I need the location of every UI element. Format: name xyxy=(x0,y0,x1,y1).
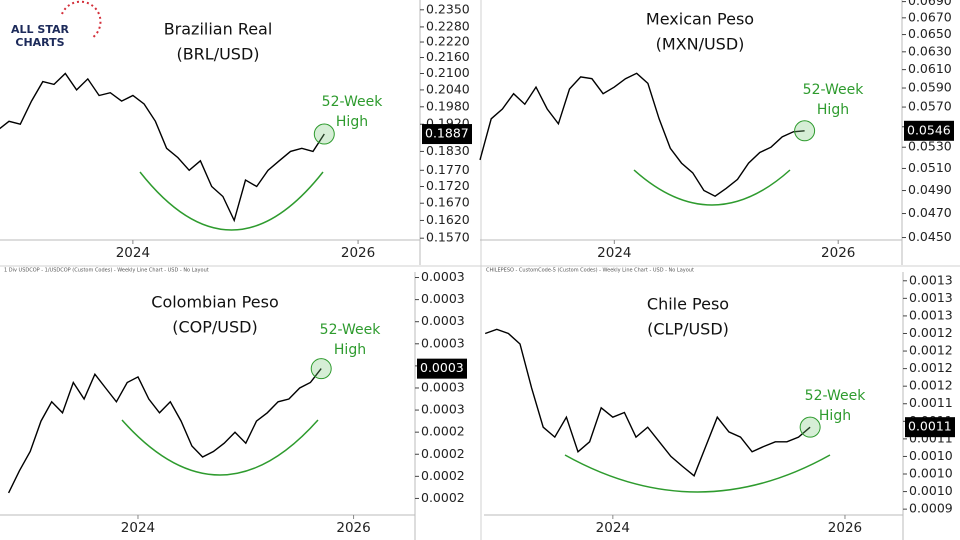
last-value-box xyxy=(417,358,467,379)
logo: ALL STAR CHARTS xyxy=(11,0,102,49)
chart-subtitle: (COP/USD) xyxy=(172,318,257,337)
y-tick-label: 0.0003 xyxy=(421,402,465,417)
x-tick-label: 2026 xyxy=(821,245,855,261)
y-tick-label: 0.0012 xyxy=(909,343,953,358)
y-tick-label: 0.0570 xyxy=(908,99,952,114)
y-tick-label: 0.0530 xyxy=(908,139,952,154)
logo-text: ALL STAR xyxy=(11,23,69,36)
annotation: 52-Week xyxy=(320,322,382,338)
annotation-arc xyxy=(633,169,791,206)
last-value-box xyxy=(905,417,955,438)
x-tick-label: 2026 xyxy=(336,520,370,536)
y-tick-label: 0.1980 xyxy=(426,98,470,113)
y-tick-label: 0.0590 xyxy=(908,80,952,95)
chart-subtitle: (CLP/USD) xyxy=(647,320,729,339)
y-tick-label: 0.0610 xyxy=(908,61,952,76)
last-value-label: 0.0003 xyxy=(420,360,464,375)
y-tick-label: 0.0012 xyxy=(909,378,953,393)
y-tick-label: 0.2280 xyxy=(426,18,470,33)
y-tick-label: 0.1620 xyxy=(426,212,470,227)
y-tick-label: 0.0013 xyxy=(909,290,953,305)
chart-subtitle: (MXN/USD) xyxy=(656,35,745,54)
y-tick-label: 0.0003 xyxy=(421,379,465,394)
price-line xyxy=(484,328,811,477)
x-tick-label: 2026 xyxy=(828,520,862,536)
y-tick-label: 0.0002 xyxy=(421,424,465,439)
y-tick-label: 0.0010 xyxy=(909,448,953,463)
last-value-label: 0.0011 xyxy=(908,419,952,434)
y-tick-label: 0.0011 xyxy=(909,395,953,410)
y-tick-label: 0.1570 xyxy=(426,230,470,245)
y-tick-label: 0.1670 xyxy=(426,195,470,210)
x-tick-label: 2026 xyxy=(341,245,375,261)
y-tick-label: 0.2040 xyxy=(426,81,470,96)
y-tick-label: 0.0013 xyxy=(909,307,953,322)
price-line xyxy=(7,368,322,494)
y-tick-label: 0.0012 xyxy=(909,360,953,375)
y-tick-label: 0.0002 xyxy=(421,468,465,483)
last-value-box xyxy=(422,124,472,145)
highlight-circle xyxy=(310,358,332,380)
y-tick-label: 0.0003 xyxy=(421,269,465,284)
x-tick-label: 2024 xyxy=(597,245,631,261)
y-tick-label: 0.0012 xyxy=(909,325,953,340)
annotation: High xyxy=(334,342,366,358)
last-value-label: 0.1887 xyxy=(425,126,469,141)
chart-title: Mexican Peso xyxy=(646,10,754,29)
y-tick-label: 0.2160 xyxy=(426,49,470,64)
y-tick-label: 0.0010 xyxy=(909,466,953,481)
y-tick-label: 0.0510 xyxy=(908,160,952,175)
highlight-circle xyxy=(794,120,816,142)
price-line xyxy=(479,72,805,198)
y-tick-label: 0.0690 xyxy=(908,0,952,8)
y-tick-label: 0.0013 xyxy=(909,272,953,287)
annotation: High xyxy=(336,114,368,130)
annotation: 52-Week xyxy=(803,82,865,98)
y-tick-label: 0.0010 xyxy=(909,483,953,498)
y-tick-label: 0.2350 xyxy=(426,1,470,16)
y-tick-label: 0.0450 xyxy=(908,229,952,244)
annotation: 52-Week xyxy=(322,94,384,110)
chart-title: Chile Peso xyxy=(647,295,729,314)
y-tick-label: 0.0003 xyxy=(421,313,465,328)
chart-caption: 1 Div USDCOP - 1/USDCOP (Custom Codes) -… xyxy=(4,268,209,274)
y-tick-label: 0.0002 xyxy=(421,446,465,461)
y-tick-label: 0.0650 xyxy=(908,26,952,41)
annotation-arc xyxy=(564,454,831,493)
y-tick-label: 0.0630 xyxy=(908,43,952,58)
y-tick-label: 0.1770 xyxy=(426,162,470,177)
y-tick-label: 0.1720 xyxy=(426,178,470,193)
y-tick-label: 0.0490 xyxy=(908,182,952,197)
y-tick-label: 0.0003 xyxy=(421,291,465,306)
chart-caption: CHILEPESO - CustomCode-5 (Custom Codes) … xyxy=(486,268,694,274)
y-tick-label: 0.0003 xyxy=(421,335,465,350)
chart-title: Colombian Peso xyxy=(151,293,278,312)
annotation-arc xyxy=(121,419,319,476)
highlight-circle xyxy=(799,416,821,438)
last-value-box xyxy=(904,120,954,141)
annotation: 52-Week xyxy=(805,388,867,404)
price-line xyxy=(0,72,325,223)
logo-text: CHARTS xyxy=(15,36,64,49)
y-tick-label: 0.2220 xyxy=(426,34,470,49)
chart-title: Brazilian Real xyxy=(164,20,273,39)
y-tick-label: 0.0670 xyxy=(908,9,952,24)
annotation-arc xyxy=(139,171,324,231)
x-tick-label: 2024 xyxy=(116,245,150,261)
annotation: High xyxy=(817,102,849,118)
y-tick-label: 0.0009 xyxy=(909,501,953,516)
y-tick-label: 0.0002 xyxy=(421,490,465,505)
y-tick-label: 0.0470 xyxy=(908,205,952,220)
chart-subtitle: (BRL/USD) xyxy=(176,45,259,64)
logo-ring xyxy=(61,0,102,39)
y-tick-label: 0.1830 xyxy=(426,143,470,158)
y-tick-label: 0.2100 xyxy=(426,65,470,80)
x-tick-label: 2024 xyxy=(596,520,630,536)
annotation: High xyxy=(819,408,851,424)
last-value-label: 0.0546 xyxy=(907,122,951,137)
highlight-circle xyxy=(313,123,335,145)
x-tick-label: 2024 xyxy=(121,520,155,536)
